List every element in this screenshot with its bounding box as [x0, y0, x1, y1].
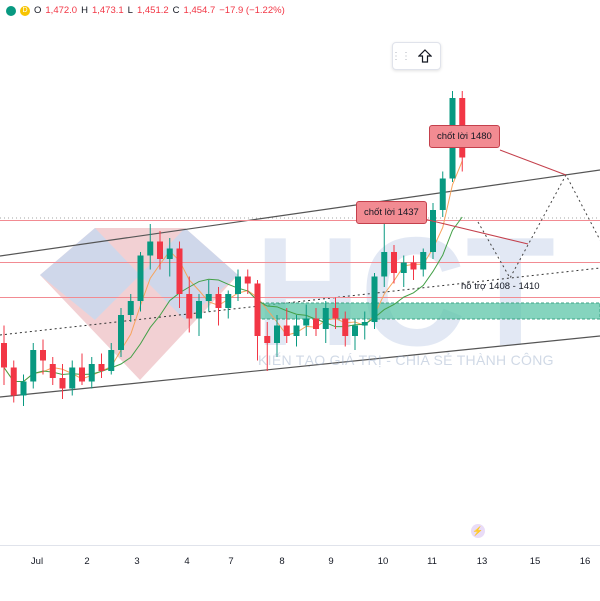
chart-area[interactable]: HCT D O 1,472.0 H 1,473.1 L 1,451.2 C 1,454.… [0, 0, 600, 545]
candle-up [147, 241, 154, 256]
candle-up [225, 294, 232, 308]
candle-up [430, 210, 436, 252]
candle-down [391, 252, 397, 273]
candle-down [59, 378, 66, 389]
candle-down [215, 294, 222, 308]
candle-up [400, 262, 407, 273]
x-tick: 2 [84, 556, 90, 567]
support-zone [255, 302, 600, 320]
x-tick: 10 [377, 556, 389, 567]
candle-up [118, 315, 124, 350]
candle-up [420, 252, 427, 270]
status-dot [6, 5, 16, 16]
candle-up [127, 301, 134, 315]
low-value: 1,451.2 [136, 5, 169, 16]
candle-down [79, 367, 85, 382]
take-profit-1480-callout[interactable]: chốt lời 1480 [429, 125, 500, 148]
candle-down [98, 364, 105, 371]
change-value: −17.9 (−1.22%) [219, 5, 285, 16]
candle-down [254, 283, 261, 336]
candle-down [1, 343, 7, 368]
candle-down [313, 318, 319, 329]
candle-up [293, 325, 300, 336]
open-value: 1,472.0 [45, 5, 78, 16]
channel-mid-line [0, 267, 600, 336]
candle-up [30, 350, 37, 382]
x-tick: Jul [30, 556, 44, 567]
drag-handle-icon[interactable]: ⋮⋮ [391, 50, 411, 62]
x-tick: 7 [228, 556, 234, 567]
x-tick: 11 [427, 556, 437, 567]
candle-down [49, 364, 56, 378]
candle-up [166, 248, 173, 259]
hct-watermark-logo: HCT [40, 205, 555, 380]
candle-up [137, 255, 144, 301]
candle-up [88, 364, 95, 382]
open-label: O [34, 5, 42, 16]
arrow-up-icon[interactable] [409, 43, 440, 69]
candle-up [439, 178, 446, 210]
candle-up [381, 252, 388, 277]
candle-up [371, 276, 378, 322]
candle-up [352, 325, 358, 336]
candle-down [410, 262, 417, 270]
candle-up [20, 381, 27, 396]
candle-down [342, 318, 349, 336]
candle-up [205, 294, 212, 301]
high-value: 1,473.1 [91, 5, 124, 16]
x-tick: 4 [184, 556, 190, 567]
candle-up [303, 318, 310, 326]
candle-down [186, 294, 193, 319]
candle-down [264, 336, 271, 343]
candle-down [157, 241, 163, 259]
candle-up [108, 350, 115, 371]
svg-text:HCT: HCT [255, 205, 555, 378]
candle-down [10, 367, 17, 396]
time-axis[interactable]: Jul 2 3 4 7 8 9 10 11 13 15 16 [0, 545, 600, 601]
candle-up [235, 276, 241, 294]
x-tick: 8 [279, 556, 285, 567]
x-tick: 15 [529, 556, 541, 567]
candle-down [332, 308, 339, 319]
interval-dot: D [20, 5, 30, 16]
horizontal-levels [0, 220, 600, 298]
channel-lower-line [0, 335, 600, 398]
candle-down [283, 325, 290, 336]
candle-up [69, 367, 76, 389]
candle-up [361, 322, 368, 326]
price-chart[interactable]: HCT [0, 0, 600, 545]
high-label: H [81, 5, 88, 16]
support-zone-label: hỗ trợ 1408 - 1410 [461, 281, 540, 292]
candle-up [322, 308, 329, 329]
x-tick: 9 [328, 556, 334, 567]
channel-upper-line [0, 169, 600, 257]
candle-down [244, 276, 251, 284]
projection-path [419, 149, 600, 280]
price-channel [0, 169, 600, 398]
take-profit-1437-callout[interactable]: chốt lời 1437 [356, 201, 427, 224]
candle-down [40, 350, 46, 361]
x-tick: 16 [579, 556, 591, 567]
x-tick: 3 [134, 556, 140, 567]
watermark-slogan: KIẾN TẠO GIÁ TRỊ - CHIA SẺ THÀNH CÔNG [258, 352, 554, 368]
lightning-icon[interactable]: ⚡ [471, 524, 485, 538]
candle-up [274, 325, 280, 343]
ohlc-legend: D O 1,472.0 H 1,473.1 L 1,451.2 C 1,454.7 −1… [6, 5, 285, 16]
candle-down [176, 248, 183, 294]
close-label: C [172, 5, 180, 16]
low-label: L [127, 5, 133, 16]
candle-up [196, 301, 202, 319]
floating-toolbar[interactable]: ⋮⋮ [391, 42, 441, 70]
close-value: 1,454.7 [183, 5, 216, 16]
x-tick: 13 [476, 556, 488, 567]
